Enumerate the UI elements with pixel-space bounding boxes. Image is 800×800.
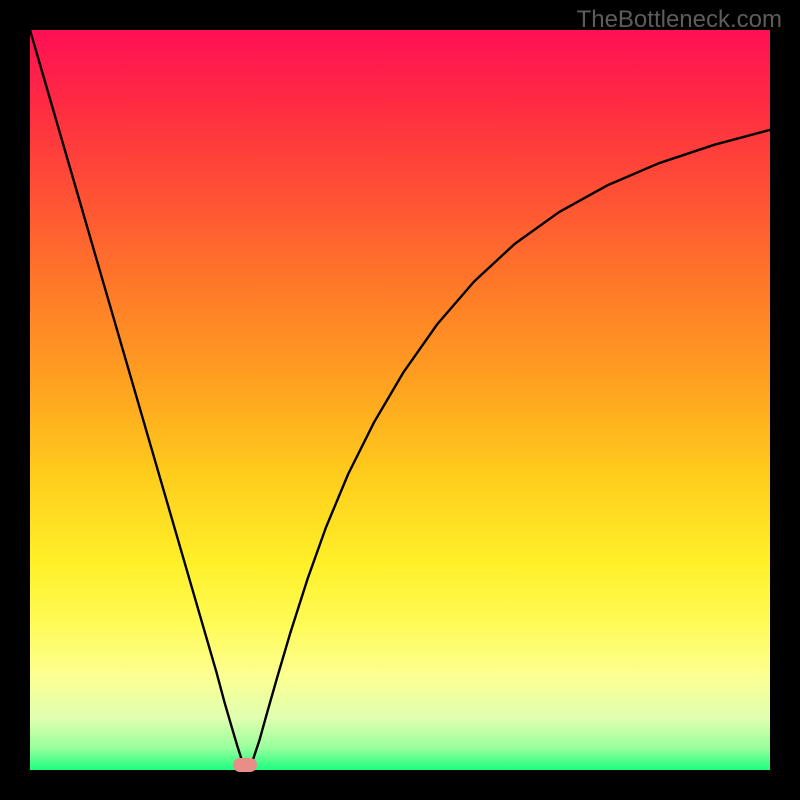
chart-frame: TheBottleneck.com <box>0 0 800 800</box>
attribution-watermark: TheBottleneck.com <box>577 6 782 34</box>
plot-area <box>30 30 770 770</box>
minimum-marker <box>233 758 257 772</box>
gradient-background <box>30 30 770 770</box>
